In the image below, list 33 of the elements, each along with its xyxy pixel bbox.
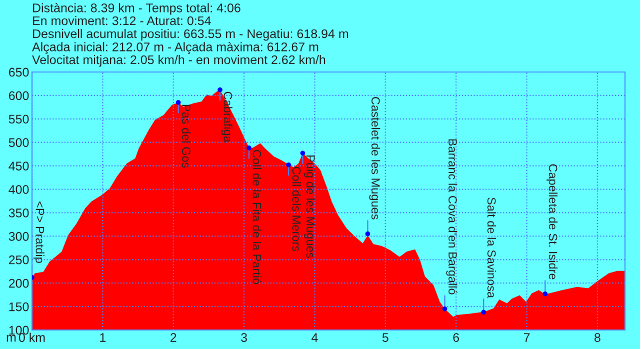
y-tick-label: 650 — [9, 68, 29, 77]
annotation: Capelleta de St. Isidre — [546, 164, 558, 280]
x-tick-label: 4 — [312, 333, 318, 342]
x-tick-label: 6 — [453, 333, 460, 342]
annotation: Coll de la Fita de la Partió — [252, 150, 262, 284]
annotation: Castelet de les Mugues — [369, 97, 380, 220]
annotation: Puig de les Mugues — [304, 156, 316, 258]
y-tick-label: 350 — [8, 208, 29, 218]
y-tick-label: 200 — [9, 278, 29, 288]
x-tick-label: 8 — [594, 333, 600, 342]
y-tick-label: 100 — [9, 326, 29, 335]
annotation: Salt de la Savinosa — [487, 198, 496, 298]
annotation: Coll dels Merors — [292, 166, 301, 252]
y-tick-label: 300 — [8, 232, 29, 241]
x-tick-label: 1 — [100, 333, 106, 342]
chart-subtitle: En moviment: 3:12 - Aturat: 0:54 Desnivell acumulat positiu: 663.55 m - Negatiu: 618.94 m Alçada inicial: 212.07 m - Alçada màxima: 612.67 m Velocitat mitjana: 2.05 km/h - en moviment 2.62 km/h — [32, 16, 348, 67]
x-tick-label: 5 — [382, 333, 388, 342]
x-tick-label: 3 — [241, 333, 247, 342]
x-tick-label: 2 — [170, 333, 176, 342]
annotation: Cabrafiga — [221, 92, 232, 142]
y-axis-title: m — [6, 334, 16, 342]
x-tick-label: 7 — [524, 333, 530, 342]
y-tick-label: 450 — [8, 162, 29, 170]
chart-title: Distància: 8.39 km - Temps total: 4:06 — [33, 3, 240, 15]
y-tick-label: 500 — [8, 138, 29, 148]
y-tick-label: 250 — [9, 255, 29, 264]
annotation: Pas del Gos — [182, 104, 191, 168]
y-tick-label: 150 — [9, 302, 29, 312]
y-tick-label: 600 — [9, 91, 29, 100]
y-tick-label: 550 — [8, 114, 29, 124]
annotation: <P> Pratdip — [33, 202, 44, 263]
annotation: Barranc la Cova d'en Bargalló — [446, 139, 458, 294]
y-tick-label: 400 — [8, 185, 29, 194]
